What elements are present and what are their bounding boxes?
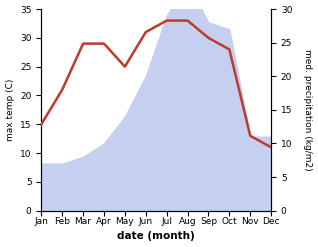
Y-axis label: max temp (C): max temp (C) <box>5 79 15 141</box>
X-axis label: date (month): date (month) <box>117 231 195 242</box>
Y-axis label: med. precipitation (kg/m2): med. precipitation (kg/m2) <box>303 49 313 171</box>
